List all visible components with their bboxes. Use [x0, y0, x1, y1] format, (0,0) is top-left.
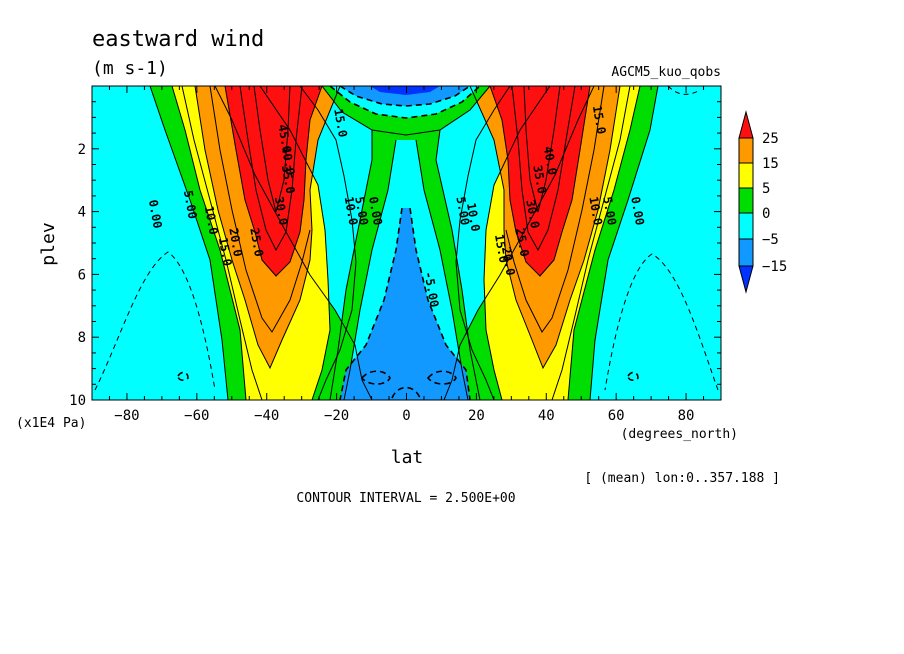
x-tick-label: 0 [402, 408, 410, 424]
x-tick-label: −60 [184, 408, 209, 424]
run-label: AGCM5_kuo_qobs [611, 65, 721, 80]
x-tick-label: 80 [678, 408, 695, 424]
right-polar-contour [604, 253, 719, 391]
left-jet-band-25plus [225, 86, 322, 276]
right-jet-band-25plus [490, 86, 590, 276]
y-tick-label: 6 [78, 267, 86, 283]
contour-label: 40.0 [541, 145, 560, 176]
chart-title: eastward wind [92, 27, 264, 52]
y-axis-label: plev [38, 222, 59, 265]
contour-label: 45.0 [275, 123, 294, 154]
contour-label: 0.00 [366, 195, 385, 226]
x-tick-label: −20 [324, 408, 349, 424]
contour-label: 10.0 [202, 205, 221, 236]
contour-label: 40.0 [279, 145, 298, 176]
left-jet-contours [149, 86, 373, 400]
mean-note: [ (mean) lon:0..357.188 ] [584, 471, 780, 486]
contour-interval-note: CONTOUR INTERVAL = 2.500E+00 [296, 491, 515, 506]
chart-units: (m s-1) [92, 58, 168, 79]
contour-label: 5.00 [352, 195, 371, 226]
colorbar-label: 15 [762, 156, 779, 172]
x-tick-label: −40 [254, 408, 279, 424]
contour-label: 15.0 [590, 104, 609, 135]
contour-label: 25.0 [247, 227, 266, 258]
y-tick-label: 10 [69, 393, 86, 409]
equator-dashed-contours [177, 86, 639, 400]
colorbar-band-neg5-0 [738, 212, 754, 240]
colorbar-bottom-arrow [738, 265, 754, 294]
y-axis: 2 4 6 8 10 [69, 85, 721, 409]
contour-label: 25.0 [513, 227, 532, 258]
colorbar-label: 0 [762, 206, 770, 222]
colorbar: 25 15 5 0 −5 −15 [738, 110, 787, 294]
colorbar-label: 5 [762, 181, 770, 197]
contour-label: 10.0 [342, 195, 361, 226]
x-tick-label: 20 [468, 408, 485, 424]
x-tick-label: 40 [538, 408, 555, 424]
x-tick-label: −80 [114, 408, 139, 424]
right-jet-contours [443, 86, 659, 400]
contour-label: 15.0 [492, 233, 511, 264]
colorbar-band-5-15 [738, 162, 754, 189]
x-axis-label: lat [391, 447, 424, 468]
equator-blue-column [340, 208, 470, 400]
colorbar-top-arrow [738, 110, 754, 139]
x-tick-label: 60 [608, 408, 625, 424]
filled-contours [92, 86, 721, 400]
left-polar-contour [94, 251, 216, 391]
contour-label: 10.0 [586, 195, 605, 226]
x-axis: −80 −60 −40 −20 0 20 40 60 80 [91, 86, 722, 424]
contour-label: 20.0 [499, 246, 518, 277]
contour-label: -5.00 [421, 270, 441, 308]
y-tick-label: 8 [78, 330, 86, 346]
contour-label: 15.0 [331, 108, 350, 139]
y-tick-label: 4 [78, 205, 86, 221]
contour-label: 0.00 [628, 195, 647, 226]
contour-label: 5.00 [181, 189, 200, 220]
contour-label: 5.00 [453, 195, 472, 226]
colorbar-label: −5 [762, 232, 779, 248]
top-darkblue-cap [370, 86, 440, 95]
colorbar-band-neg15-neg5 [738, 238, 754, 267]
colorbar-label: 25 [762, 131, 779, 147]
contour-label: 20.0 [226, 227, 245, 258]
equator-contours [321, 86, 491, 400]
colorbar-label: −15 [762, 259, 787, 275]
contour-label: 30.0 [523, 199, 542, 230]
contour-label: 35.0 [530, 164, 549, 195]
right-top-contour [667, 86, 701, 95]
contour-label: 30.0 [272, 195, 291, 226]
y-unit-label: (x1E4 Pa) [16, 416, 86, 431]
contour-label: 35.0 [279, 164, 298, 195]
y-tick-label: 2 [78, 142, 86, 158]
contour-label: 0.00 [146, 199, 165, 230]
x-unit-label: (degrees_north) [621, 427, 738, 442]
contour-label: 10.0 [464, 202, 483, 233]
contour-label: 15.0 [216, 236, 235, 267]
colorbar-band-0-5 [738, 187, 754, 214]
contour-label: 5.00 [600, 195, 619, 226]
colorbar-band-15-25 [738, 137, 754, 164]
